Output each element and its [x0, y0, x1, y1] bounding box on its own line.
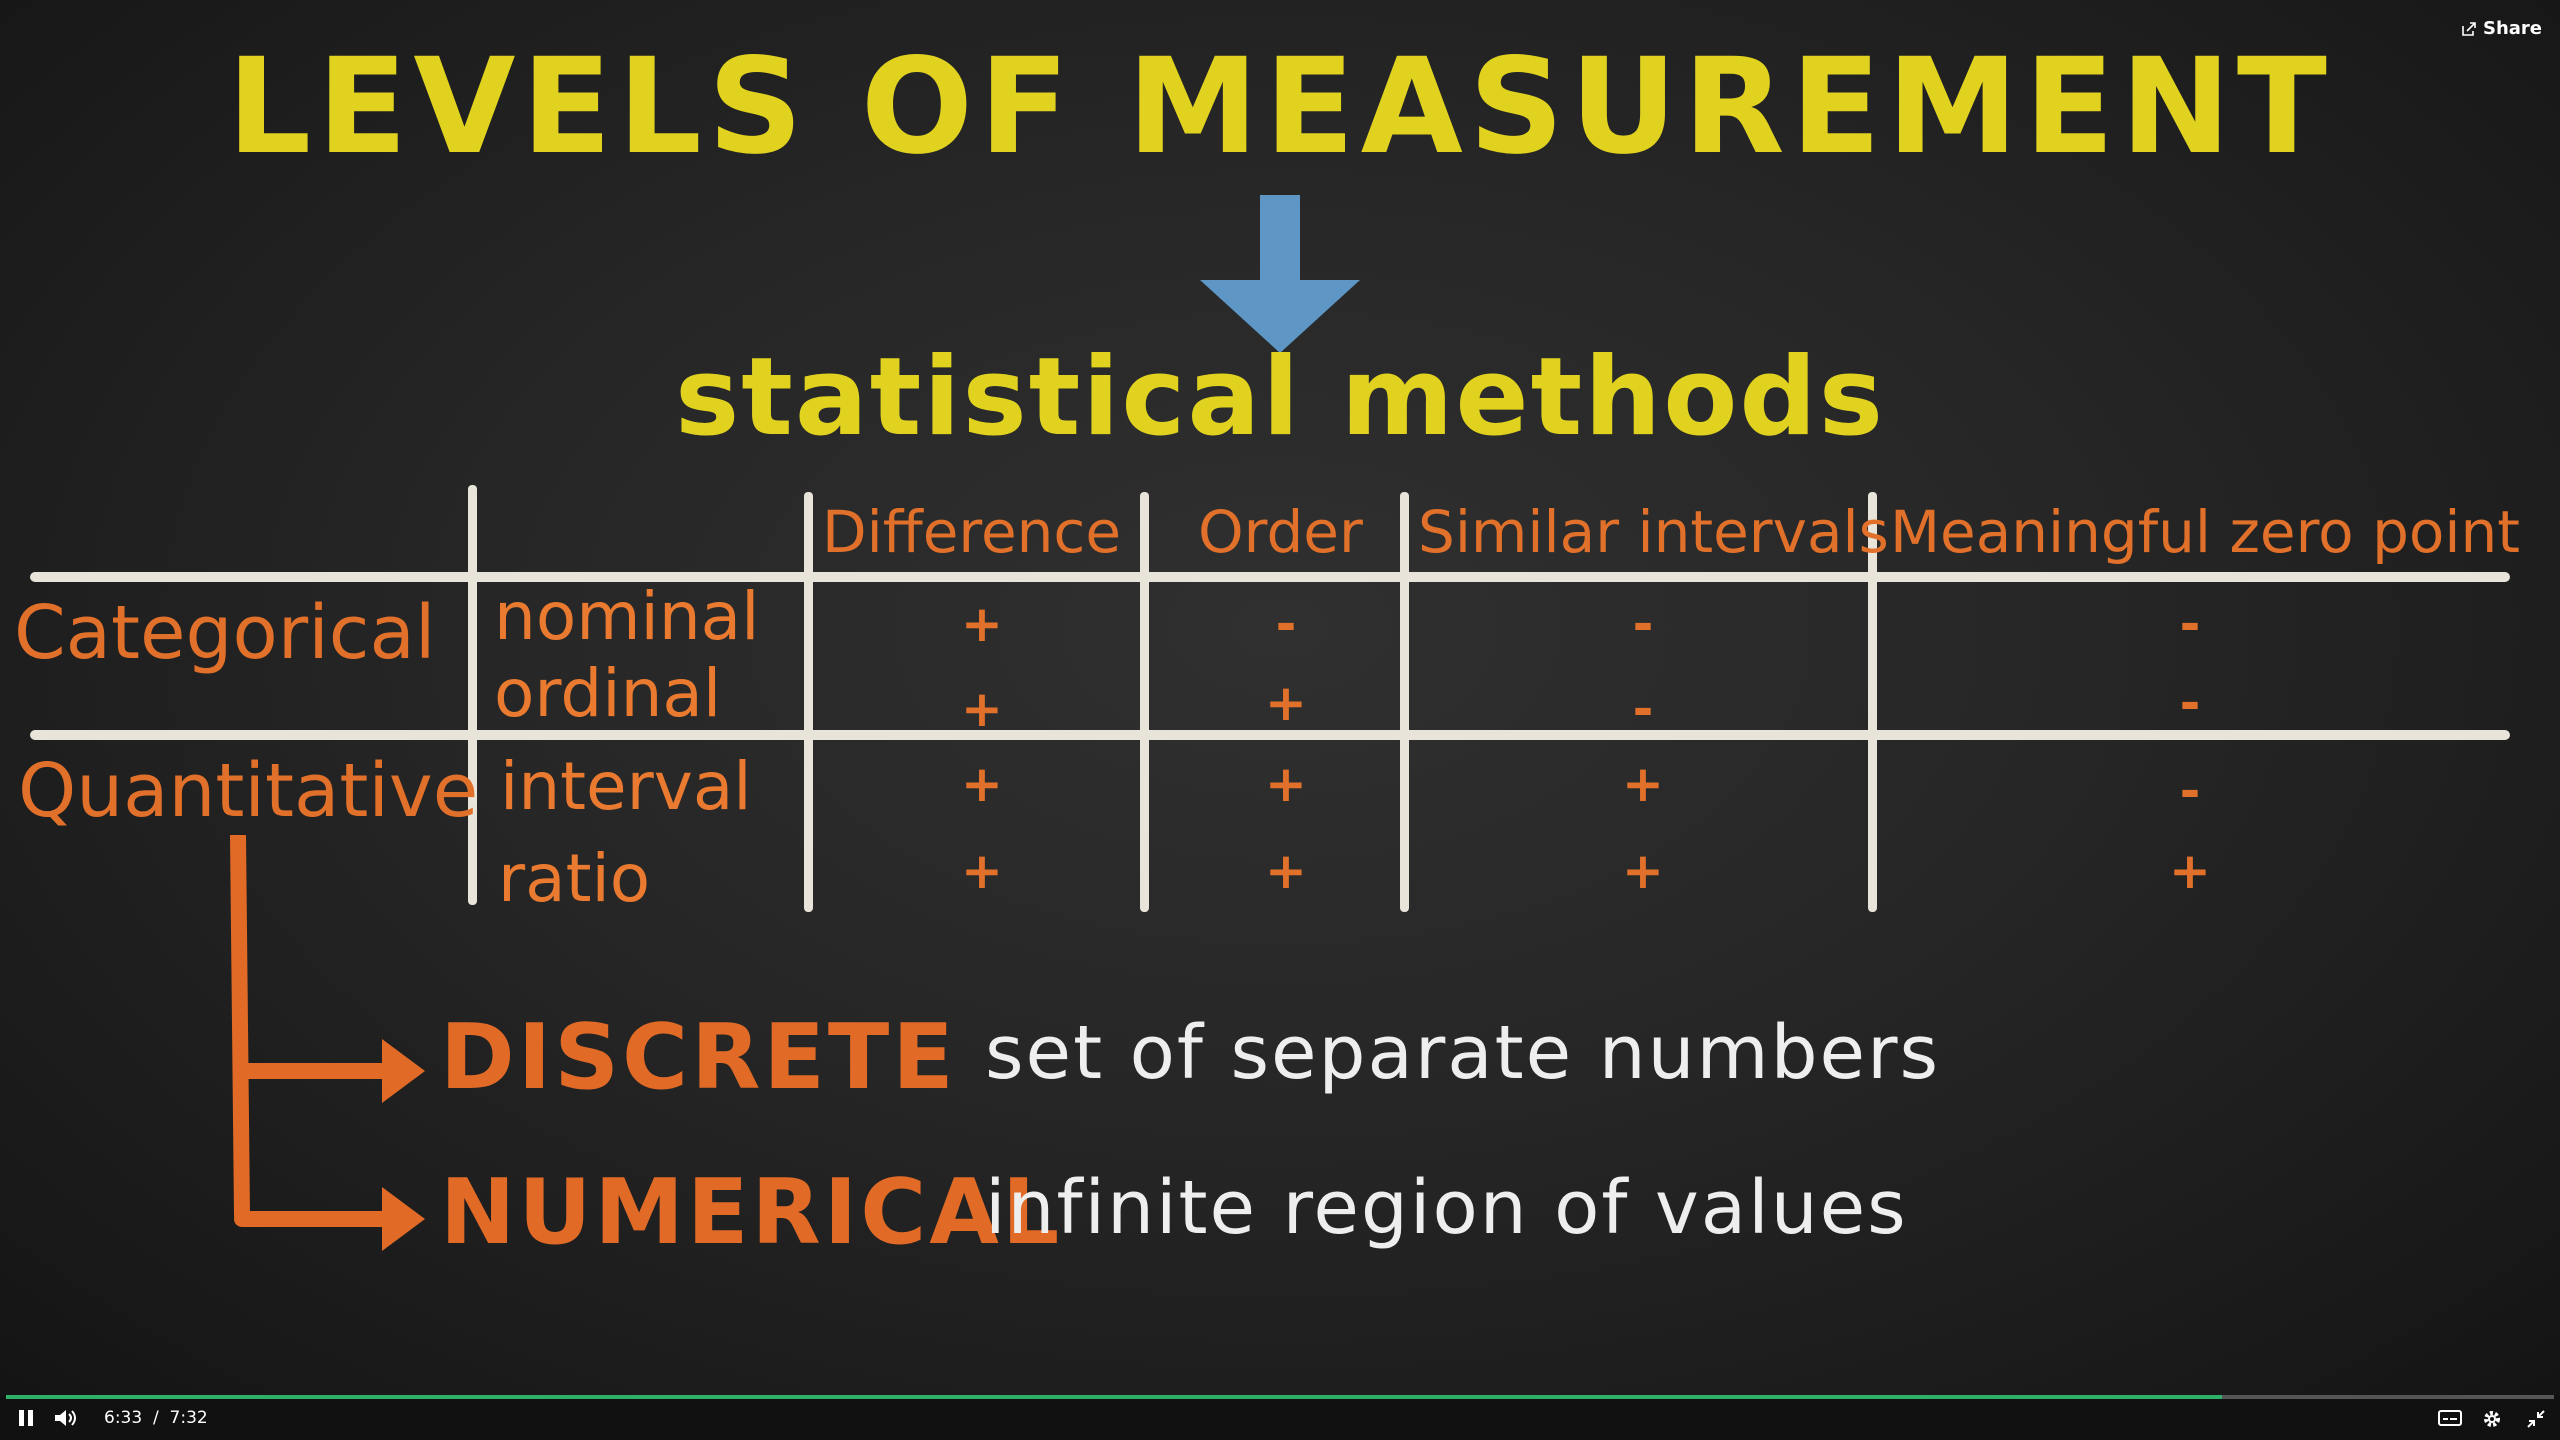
row-label-ratio: ratio	[498, 840, 651, 917]
slide-subtitle: statistical methods	[675, 335, 1885, 460]
current-time: 6:33	[104, 1408, 143, 1428]
type-discrete-desc: set of separate numbers	[985, 1010, 1941, 1096]
pause-icon[interactable]	[18, 1409, 34, 1427]
table-cell: -	[1275, 595, 1297, 653]
group-quantitative: Quantitative	[18, 748, 479, 834]
player-controls: 6:33 / 7:32	[0, 1395, 2560, 1440]
settings-gear-icon[interactable]	[2482, 1409, 2502, 1429]
progress-fill	[6, 1395, 2222, 1399]
branch-arrows-icon	[230, 835, 425, 1251]
table-cell: +	[1265, 755, 1307, 813]
table-cell: +	[2169, 842, 2211, 900]
header-meaningful-zero-point: Meaningful zero point	[1890, 498, 2520, 566]
row-label-ordinal: ordinal	[494, 655, 722, 732]
header-order: Order	[1198, 498, 1363, 566]
table-cell: -	[2179, 595, 2201, 653]
time-display: 6:33 / 7:32	[104, 1408, 208, 1428]
progress-bar[interactable]	[6, 1395, 2554, 1399]
type-numerical: NUMERICAL	[440, 1160, 1063, 1265]
table-cell: +	[961, 755, 1003, 813]
table-cell: -	[1632, 680, 1654, 738]
table-rule-top	[30, 572, 2510, 582]
slide-title: LEVELS OF MEASUREMENT	[227, 30, 2333, 184]
type-discrete: DISCRETE	[440, 1005, 957, 1110]
type-numerical-desc: infinite region of values	[985, 1165, 1908, 1251]
table-cell: +	[1265, 842, 1307, 900]
table-divider	[1140, 492, 1149, 912]
table-cell: +	[961, 842, 1003, 900]
captions-icon[interactable]	[2438, 1409, 2462, 1427]
down-arrow-icon	[1200, 195, 1360, 353]
table-divider	[1868, 492, 1877, 912]
video-frame[interactable]: LEVELS OF MEASUREMENT statistical method…	[0, 0, 2560, 1395]
table-cell: +	[961, 680, 1003, 738]
row-label-nominal: nominal	[494, 578, 760, 655]
table-cell: -	[1632, 595, 1654, 653]
share-icon	[2462, 21, 2476, 36]
table-divider	[468, 485, 477, 905]
volume-icon[interactable]	[54, 1409, 78, 1427]
table-cell: -	[2179, 762, 2201, 820]
header-difference: Difference	[822, 498, 1122, 566]
table-divider	[1400, 492, 1409, 912]
table-cell: +	[961, 595, 1003, 653]
time-separator: /	[153, 1408, 159, 1428]
table-cell: -	[2179, 674, 2201, 732]
duration: 7:32	[169, 1408, 208, 1428]
table-cell: +	[1622, 842, 1664, 900]
table-cell: +	[1622, 755, 1664, 813]
row-label-interval: interval	[500, 748, 752, 825]
share-label: Share	[2482, 18, 2542, 39]
table-rule-middle	[30, 730, 2510, 740]
header-similar-intervals: Similar intervals	[1418, 498, 1889, 566]
group-categorical: Categorical	[14, 590, 436, 676]
share-button[interactable]: Share	[2461, 18, 2542, 39]
table-cell: +	[1265, 674, 1307, 732]
table-divider	[804, 492, 813, 912]
exit-fullscreen-icon[interactable]	[2526, 1409, 2546, 1429]
